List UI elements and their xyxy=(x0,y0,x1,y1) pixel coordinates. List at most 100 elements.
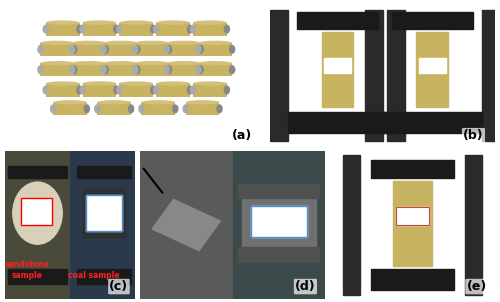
Ellipse shape xyxy=(104,61,138,65)
Bar xyxy=(466,156,482,294)
Ellipse shape xyxy=(72,41,106,45)
Ellipse shape xyxy=(229,65,235,74)
Bar xyxy=(104,43,138,56)
Ellipse shape xyxy=(187,24,194,34)
Ellipse shape xyxy=(198,65,204,74)
Ellipse shape xyxy=(116,24,122,34)
Text: coal sample: coal sample xyxy=(68,271,119,280)
Bar xyxy=(371,160,454,178)
Ellipse shape xyxy=(98,100,131,104)
Bar xyxy=(193,23,227,36)
Ellipse shape xyxy=(53,100,87,104)
Ellipse shape xyxy=(132,65,138,74)
Ellipse shape xyxy=(72,61,106,65)
Text: sandstone
sample: sandstone sample xyxy=(4,260,50,280)
Ellipse shape xyxy=(132,45,138,54)
Bar xyxy=(270,10,288,141)
Ellipse shape xyxy=(167,41,200,45)
Ellipse shape xyxy=(82,81,116,86)
Ellipse shape xyxy=(104,41,138,45)
Ellipse shape xyxy=(134,65,140,74)
Ellipse shape xyxy=(166,45,172,54)
Ellipse shape xyxy=(40,61,74,65)
Ellipse shape xyxy=(216,104,223,114)
Bar xyxy=(53,102,87,115)
Ellipse shape xyxy=(187,85,194,95)
Bar xyxy=(387,10,405,141)
Ellipse shape xyxy=(135,61,169,65)
Ellipse shape xyxy=(186,100,220,104)
Ellipse shape xyxy=(167,61,200,65)
Text: (c): (c) xyxy=(110,280,128,293)
Ellipse shape xyxy=(42,85,49,95)
Ellipse shape xyxy=(195,65,202,74)
Ellipse shape xyxy=(82,21,116,25)
Bar xyxy=(322,32,353,108)
Bar xyxy=(135,43,169,56)
Bar xyxy=(46,23,80,36)
Ellipse shape xyxy=(224,85,230,95)
Bar xyxy=(76,166,131,178)
Ellipse shape xyxy=(198,61,232,65)
Bar xyxy=(86,195,122,231)
Ellipse shape xyxy=(76,85,83,95)
Ellipse shape xyxy=(135,41,169,45)
Ellipse shape xyxy=(69,65,75,74)
Bar xyxy=(324,58,351,72)
Bar xyxy=(5,151,70,299)
Bar xyxy=(82,23,116,36)
Ellipse shape xyxy=(134,45,140,54)
Ellipse shape xyxy=(153,85,160,95)
Bar xyxy=(418,58,446,72)
Ellipse shape xyxy=(116,85,122,95)
Bar xyxy=(20,198,52,225)
Bar xyxy=(186,102,220,115)
Bar xyxy=(40,63,74,76)
Bar xyxy=(232,151,325,299)
Text: (b): (b) xyxy=(463,129,484,142)
Bar xyxy=(382,112,482,133)
Ellipse shape xyxy=(102,65,109,74)
Bar xyxy=(20,198,52,225)
Ellipse shape xyxy=(164,45,170,54)
Ellipse shape xyxy=(195,45,202,54)
Text: (e): (e) xyxy=(466,280,487,293)
Ellipse shape xyxy=(190,85,196,95)
Ellipse shape xyxy=(37,65,44,74)
Bar xyxy=(392,181,432,266)
Bar xyxy=(40,43,74,56)
Bar xyxy=(238,247,320,262)
Ellipse shape xyxy=(80,24,86,34)
Bar xyxy=(364,10,382,141)
Ellipse shape xyxy=(150,85,156,95)
Bar xyxy=(86,195,122,231)
Bar xyxy=(142,102,176,115)
Bar xyxy=(167,43,200,56)
Ellipse shape xyxy=(71,65,78,74)
Bar xyxy=(104,63,138,76)
Bar xyxy=(198,43,232,56)
Ellipse shape xyxy=(193,21,227,25)
Ellipse shape xyxy=(46,21,80,25)
Ellipse shape xyxy=(80,85,86,95)
Ellipse shape xyxy=(40,41,74,45)
Bar xyxy=(120,23,153,36)
Ellipse shape xyxy=(37,45,44,54)
Bar xyxy=(98,102,131,115)
Bar xyxy=(193,83,227,97)
Bar xyxy=(83,189,124,237)
Bar xyxy=(251,206,306,237)
Bar xyxy=(392,12,472,29)
Bar xyxy=(151,198,222,252)
Bar xyxy=(396,207,429,225)
Ellipse shape xyxy=(94,104,100,114)
Bar xyxy=(70,151,135,299)
Ellipse shape xyxy=(13,182,62,244)
Bar xyxy=(135,63,169,76)
Bar xyxy=(371,269,454,290)
Ellipse shape xyxy=(150,24,156,34)
Text: (a): (a) xyxy=(232,129,252,142)
Ellipse shape xyxy=(113,85,119,95)
Bar xyxy=(72,43,106,56)
Bar xyxy=(156,83,190,97)
